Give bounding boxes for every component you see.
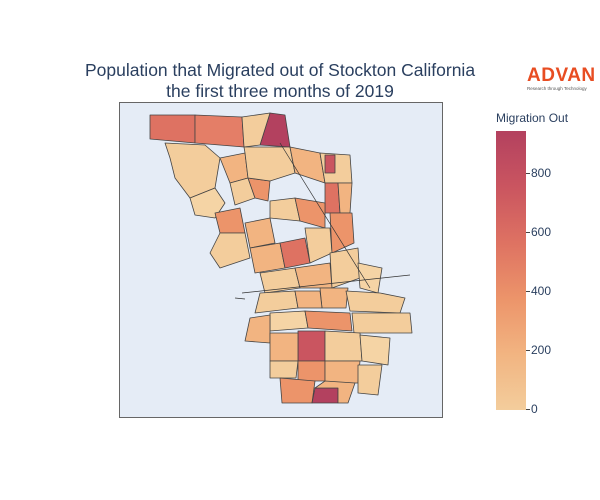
colorbar-tick-mark bbox=[526, 232, 530, 233]
region[interactable] bbox=[269, 310, 309, 332]
colorbar-tick-mark bbox=[526, 409, 530, 410]
region[interactable] bbox=[304, 227, 333, 264]
region[interactable] bbox=[311, 387, 339, 404]
region[interactable] bbox=[209, 232, 251, 269]
title-line-1: Population that Migrated out of Stockton… bbox=[84, 60, 476, 80]
region[interactable] bbox=[357, 262, 383, 294]
region[interactable] bbox=[279, 237, 311, 269]
region[interactable] bbox=[297, 330, 326, 362]
region[interactable] bbox=[329, 212, 355, 254]
colorbar-tick-800: 800 bbox=[531, 166, 552, 180]
region[interactable] bbox=[244, 314, 271, 344]
region[interactable] bbox=[241, 112, 271, 148]
region[interactable] bbox=[194, 114, 245, 148]
region[interactable] bbox=[254, 290, 299, 314]
region[interactable] bbox=[304, 310, 353, 332]
stockton-choropleth-map[interactable] bbox=[120, 103, 442, 417]
region[interactable] bbox=[324, 154, 336, 174]
region[interactable] bbox=[219, 152, 249, 184]
advan-logo: ADVAN Research through Technology bbox=[527, 66, 597, 92]
region[interactable] bbox=[243, 146, 296, 182]
region[interactable] bbox=[269, 360, 299, 379]
region[interactable] bbox=[314, 380, 356, 404]
colorbar-tick-400: 400 bbox=[531, 284, 552, 298]
region[interactable] bbox=[294, 197, 326, 229]
region[interactable] bbox=[149, 114, 196, 144]
region[interactable] bbox=[319, 287, 349, 309]
region[interactable] bbox=[324, 182, 341, 214]
colorbar-tick-600: 600 bbox=[531, 225, 552, 239]
region[interactable] bbox=[294, 290, 323, 309]
region[interactable] bbox=[357, 364, 383, 396]
colorbar bbox=[496, 131, 526, 410]
colorbar-tick-mark bbox=[526, 291, 530, 292]
region[interactable] bbox=[269, 332, 299, 362]
region[interactable] bbox=[297, 360, 326, 382]
colorbar-tick-0: 0 bbox=[531, 402, 538, 416]
region[interactable] bbox=[351, 312, 413, 334]
logo-wordmark: ADVAN bbox=[527, 65, 596, 86]
chart-title: Population that Migrated out of Stockton… bbox=[40, 60, 520, 102]
region[interactable] bbox=[345, 290, 406, 314]
region[interactable] bbox=[279, 377, 316, 404]
region[interactable] bbox=[324, 330, 363, 362]
colorbar-tick-200: 200 bbox=[531, 343, 552, 357]
region[interactable] bbox=[289, 146, 326, 184]
region[interactable] bbox=[189, 187, 226, 219]
region[interactable] bbox=[337, 182, 353, 214]
map-plot-area[interactable] bbox=[119, 102, 443, 418]
colorbar-tick-mark bbox=[526, 350, 530, 351]
colorbar-title: Migration Out bbox=[496, 111, 569, 125]
region[interactable] bbox=[244, 217, 276, 249]
region[interactable] bbox=[324, 360, 361, 384]
logo-tagline: Research through Technology bbox=[527, 86, 587, 91]
region[interactable] bbox=[359, 334, 391, 366]
title-line-2: the first three months of 2019 bbox=[166, 81, 394, 101]
region[interactable] bbox=[214, 207, 246, 234]
colorbar-tick-mark bbox=[526, 173, 530, 174]
region[interactable] bbox=[249, 242, 286, 274]
